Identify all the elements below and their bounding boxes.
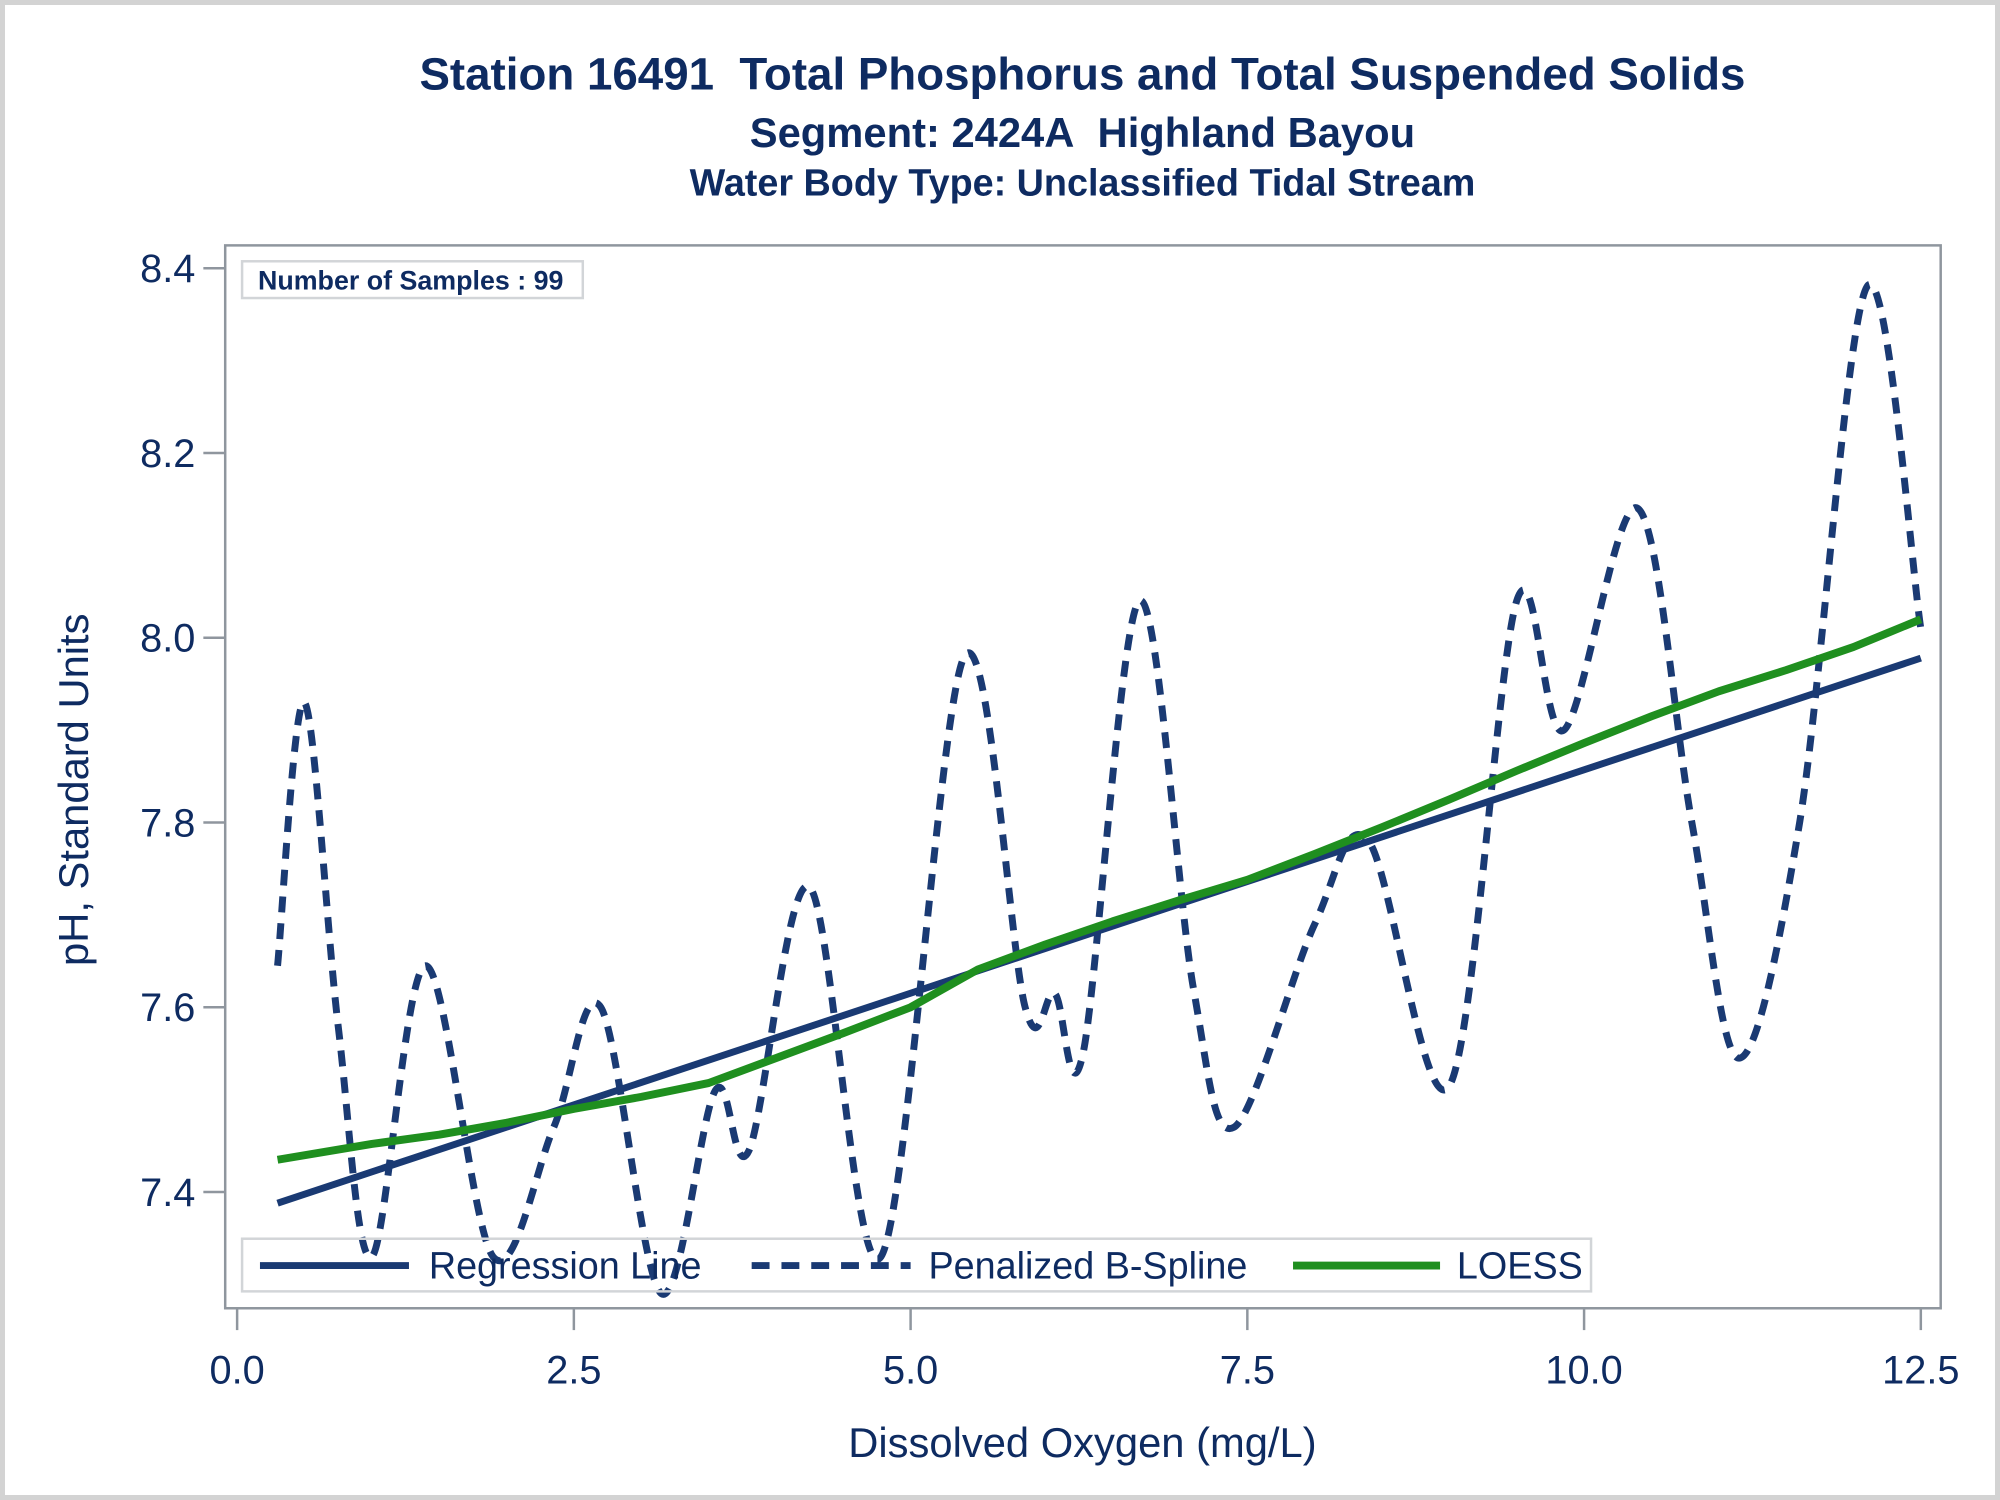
y-axis-ticks <box>203 266 226 1194</box>
legend-box <box>240 1237 1593 1293</box>
x-axis-tick-labels: 0.0 2.5 5.0 7.5 10.0 12.5 <box>210 1349 1960 1393</box>
x-axis-ticks <box>235 1308 1923 1331</box>
y-axis-label: pH, Standard Units <box>50 613 97 965</box>
x-tick-label: 10.0 <box>1545 1349 1622 1393</box>
title-line-3: Water Body Type: Unclassified Tidal Stre… <box>690 162 1476 204</box>
y-axis-tick-labels: 8.4 8.2 8.0 7.8 7.6 7.4 <box>140 247 195 1215</box>
y-tick-label: 8.0 <box>140 617 195 661</box>
x-tick-label: 7.5 <box>1220 1349 1275 1393</box>
legend-label-penalized-bspline: Penalized B-Spline <box>928 1245 1247 1287</box>
x-tick-label: 2.5 <box>546 1349 601 1393</box>
legend-label-regression-line: Regression Line <box>429 1245 702 1287</box>
x-axis-label: Dissolved Oxygen (mg/L) <box>848 1419 1316 1466</box>
samples-inset-box <box>240 260 585 300</box>
title-line-1: Station 16491 Total Phosphorus and Total… <box>419 48 1745 99</box>
samples-inset-label: Number of Samples : 99 <box>258 266 563 296</box>
y-tick-label: 7.4 <box>140 1171 195 1215</box>
x-tick-label: 12.5 <box>1882 1349 1959 1393</box>
plot-frame <box>223 244 1942 1310</box>
x-tick-label: 5.0 <box>883 1349 938 1393</box>
y-tick-label: 7.8 <box>140 801 195 845</box>
loess-curve <box>276 615 1923 1164</box>
legend-label-loess: LOESS <box>1457 1245 1583 1287</box>
legend: Regression Line Penalized B-Spline LOESS <box>240 1237 1593 1293</box>
series-curves <box>274 280 1925 1298</box>
penalized-bspline-curve <box>274 280 1925 1298</box>
y-tick-label: 8.2 <box>140 432 195 476</box>
x-tick-label: 0.0 <box>210 1349 265 1393</box>
y-tick-label: 8.4 <box>140 247 195 291</box>
samples-inset: Number of Samples : 99 <box>240 260 585 300</box>
plot-svg: Station 16491 Total Phosphorus and Total… <box>50 48 1960 1466</box>
y-tick-label: 7.6 <box>140 986 195 1030</box>
title-line-2: Segment: 2424A Highland Bayou <box>750 109 1415 156</box>
